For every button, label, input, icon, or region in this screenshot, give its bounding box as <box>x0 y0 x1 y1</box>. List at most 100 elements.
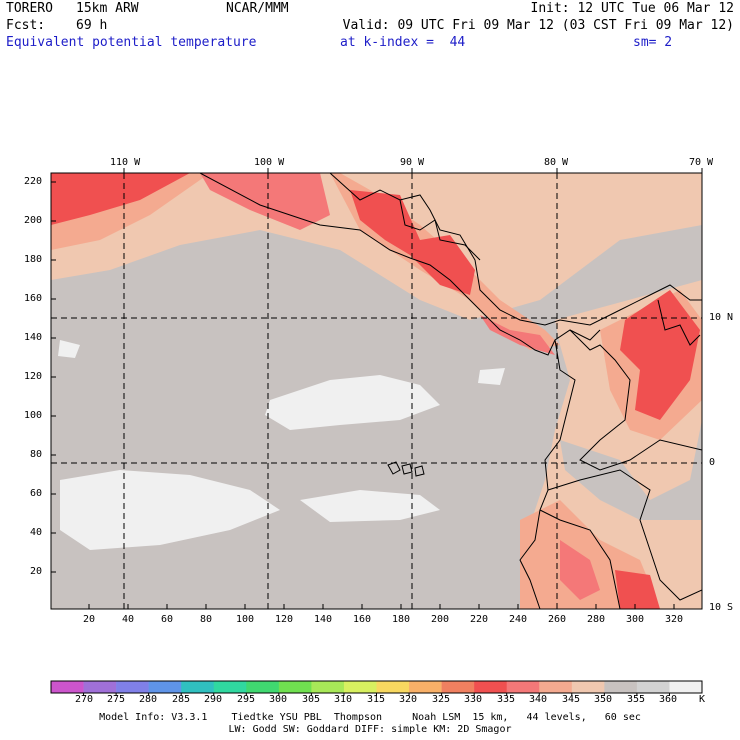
x-label: 40 <box>122 614 135 625</box>
colorbar-swatch <box>148 681 182 693</box>
y-label: 120 <box>24 371 43 382</box>
lon-label-100w: 100 W <box>254 157 285 168</box>
y-label: 100 <box>24 410 43 421</box>
colorbar-label: 315 <box>366 694 386 705</box>
y-label: 160 <box>24 293 43 304</box>
y-label: 40 <box>30 527 43 538</box>
colorbar-swatch <box>571 681 605 693</box>
y-label: 20 <box>30 566 43 577</box>
colorbar-label: 325 <box>431 694 451 705</box>
colorbar-swatch <box>506 681 540 693</box>
smoothing-label: sm= 2 <box>633 35 673 50</box>
x-label: 280 <box>587 614 606 625</box>
x-label: 80 <box>200 614 213 625</box>
coastline-south-america-pacific <box>519 339 576 609</box>
colorbar-label: 280 <box>138 694 158 705</box>
field-ocean-355-b <box>60 470 280 550</box>
x-label: 200 <box>431 614 450 625</box>
colorbar-label: 310 <box>333 694 353 705</box>
x-label: 60 <box>161 614 174 625</box>
colorbar-swatch <box>181 681 215 693</box>
lon-label-80w: 80 W <box>544 157 569 168</box>
colorbar-label: 350 <box>593 694 613 705</box>
colorbar-label: 335 <box>496 694 516 705</box>
colorbar-swatch <box>116 681 149 693</box>
border-colombia <box>569 329 702 471</box>
colorbar-label: 290 <box>203 694 223 705</box>
x-label: 240 <box>509 614 528 625</box>
x-label: 180 <box>392 614 411 625</box>
field-ocean-355-a <box>265 375 440 430</box>
colorbar-label: 320 <box>398 694 418 705</box>
colorbar-label: 305 <box>301 694 321 705</box>
lon-label-70w: 70 W <box>689 157 714 168</box>
colorbar-swatch <box>474 681 507 693</box>
field-panama-335 <box>480 315 555 355</box>
field-name: Equivalent potential temperature <box>6 35 257 50</box>
x-label: 320 <box>665 614 684 625</box>
coastlines <box>199 173 702 609</box>
valid-time: Valid: 09 UTC Fri 09 Mar 12 (03 CST Fri … <box>342 18 734 33</box>
colorbar-label: 270 <box>74 694 94 705</box>
colorbar-swatch <box>213 681 247 693</box>
forecast-label: Fcst: <box>6 18 46 33</box>
colorbar-label: 275 <box>106 694 126 705</box>
colorbar-swatch <box>83 681 117 693</box>
level-label: at k-index = 44 <box>340 35 466 50</box>
field-southeast-330 <box>615 570 660 609</box>
y-label: 180 <box>24 254 43 265</box>
colorbar-swatch <box>539 681 573 693</box>
y-label: 80 <box>30 449 43 460</box>
colorbar-swatch <box>669 681 703 693</box>
field-band-north-345 <box>51 173 702 320</box>
y-label: 140 <box>24 332 43 343</box>
border-venezuela <box>657 299 701 346</box>
lat-label-0: 0 <box>709 457 716 468</box>
colorbar-swatch <box>409 681 442 693</box>
institution: NCAR/MMM <box>226 1 289 16</box>
colorbar-label: 330 <box>463 694 483 705</box>
field-northwest-330 <box>51 173 190 225</box>
x-label: 100 <box>236 614 255 625</box>
field-andes-350 <box>560 420 702 520</box>
x-label: 300 <box>626 614 645 625</box>
colorbar-label: 300 <box>268 694 288 705</box>
lat-lon-grid <box>51 173 702 609</box>
x-label: 160 <box>353 614 372 625</box>
x-label: 220 <box>470 614 489 625</box>
border-peru-west <box>539 509 621 609</box>
colorbar-swatch <box>278 681 312 693</box>
field-colombia-330 <box>620 290 700 420</box>
colorbar-swatch <box>636 681 670 693</box>
colorbar <box>50 680 703 696</box>
border-peru <box>547 469 702 601</box>
field-ocean-355-c <box>300 490 440 522</box>
bottom-axis-ticks <box>88 604 675 609</box>
forecast-hour: 69 h <box>76 18 108 33</box>
lat-label-10s: 10 S <box>709 602 734 613</box>
y-label: 220 <box>24 176 43 187</box>
lat-label-10n: 10 N <box>709 312 734 323</box>
colorbar-unit: K <box>698 694 706 705</box>
model-name: TORERO <box>6 1 53 16</box>
border-guatemala-honduras <box>399 199 481 261</box>
x-label: 120 <box>275 614 294 625</box>
colorbar-swatch <box>441 681 475 693</box>
colorbar-swatch <box>376 681 410 693</box>
colorbar-label: 340 <box>528 694 548 705</box>
field-mexico-335 <box>200 173 330 230</box>
lon-label-90w: 90 W <box>400 157 425 168</box>
colorbar-label: 360 <box>658 694 678 705</box>
model-info-line2: LW: Godd SW: Goddard DIFF: simple KM: 2D… <box>228 724 512 735</box>
x-label: 260 <box>548 614 567 625</box>
colorbar-swatch <box>246 681 280 693</box>
theta-e-field <box>51 173 702 609</box>
colorbar-label: 355 <box>626 694 646 705</box>
colorbar-label: 295 <box>236 694 256 705</box>
x-label: 140 <box>314 614 333 625</box>
colorbar-label: 345 <box>561 694 581 705</box>
left-axis-ticks <box>51 181 56 573</box>
coastline-caribbean <box>329 173 702 326</box>
field-ocean-355-e <box>478 368 505 385</box>
y-label: 60 <box>30 488 43 499</box>
